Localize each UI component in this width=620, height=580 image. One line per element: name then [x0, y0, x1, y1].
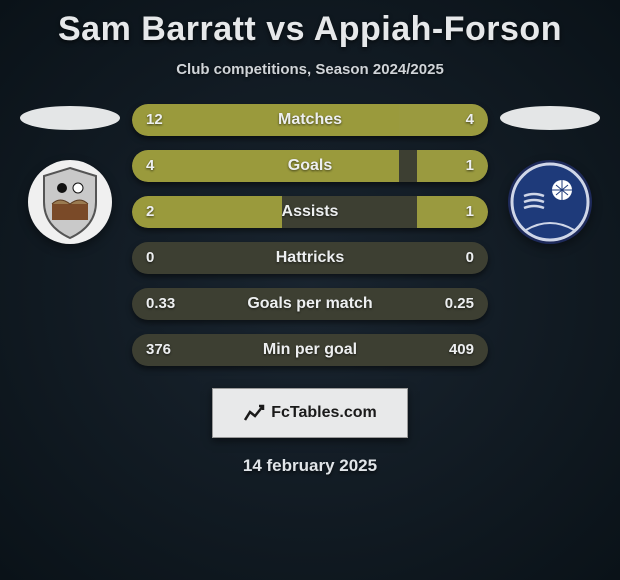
left-player-col	[16, 104, 124, 244]
stat-row: 41Goals	[132, 150, 488, 182]
right-club-crest	[508, 160, 592, 244]
stat-row: 376409Min per goal	[132, 334, 488, 366]
stat-label: Matches	[132, 104, 488, 136]
stat-label: Hattricks	[132, 242, 488, 274]
left-player-oval	[20, 106, 120, 130]
stat-row: 0.330.25Goals per match	[132, 288, 488, 320]
comparison-area: 124Matches 41Goals 21Assists 00Hattricks 0.3…	[0, 104, 620, 366]
stat-label: Goals per match	[132, 288, 488, 320]
shield-icon	[30, 162, 110, 242]
right-player-oval	[500, 106, 600, 130]
stat-row: 00Hattricks	[132, 242, 488, 274]
player-left-name: Sam Barratt	[58, 10, 256, 48]
brand-badge: FcTables.com	[212, 388, 408, 438]
stat-label: Assists	[132, 196, 488, 228]
right-player-col	[496, 104, 604, 244]
stat-bars: 124Matches 41Goals 21Assists 00Hattricks 0.3…	[132, 104, 488, 366]
stat-row: 124Matches	[132, 104, 488, 136]
left-club-crest	[28, 160, 112, 244]
player-right-name: Appiah-Forson	[314, 10, 562, 48]
date-label: 14 february 2025	[0, 456, 620, 476]
vs-separator: vs	[266, 10, 305, 48]
page-title: Sam Barratt vs Appiah-Forson	[0, 0, 620, 49]
stat-row: 21Assists	[132, 196, 488, 228]
subtitle: Club competitions, Season 2024/2025	[0, 61, 620, 78]
chart-icon	[243, 402, 265, 424]
brand-text: FcTables.com	[271, 404, 377, 422]
stat-label: Goals	[132, 150, 488, 182]
club-badge-icon	[510, 162, 590, 242]
stat-label: Min per goal	[132, 334, 488, 366]
